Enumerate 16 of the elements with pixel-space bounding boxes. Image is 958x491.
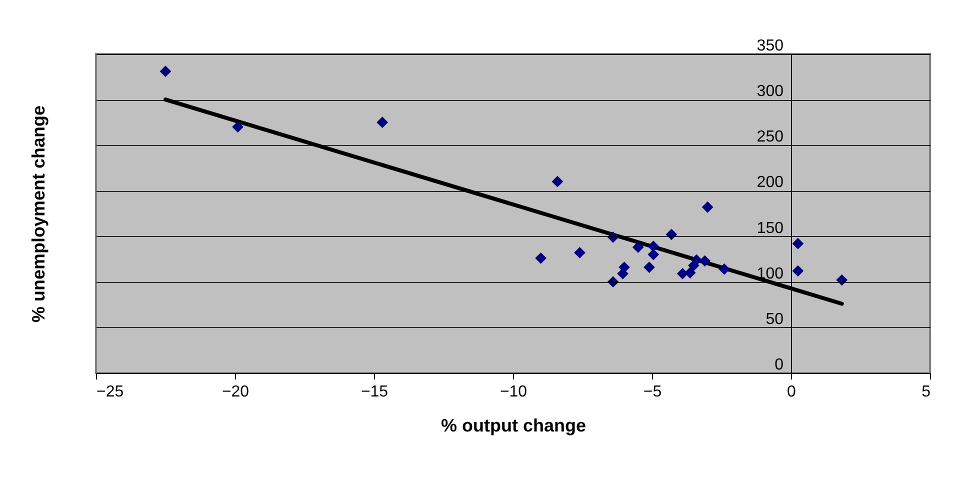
y-tick-label: 300: [756, 83, 784, 100]
y-tick-label: 250: [756, 128, 784, 146]
x-tick-label: 5: [922, 384, 931, 400]
x-tick-label: −15: [360, 384, 388, 400]
y-tick-label: 150: [756, 220, 784, 237]
x-tick-label: −25: [96, 384, 124, 400]
x-tick-label: −10: [500, 384, 528, 400]
x-tick-label: −20: [222, 384, 250, 400]
y-tick-label: 200: [756, 174, 784, 192]
y-tick-label: 50: [766, 310, 784, 328]
x-tick-label: −5: [643, 384, 662, 400]
y-axis-title: % unemployment change: [28, 105, 48, 323]
x-tick-label: 0: [787, 384, 796, 400]
y-tick-label: 350: [756, 38, 784, 54]
x-axis-title: % output change: [441, 416, 586, 436]
y-tick-label: 0: [774, 356, 784, 374]
